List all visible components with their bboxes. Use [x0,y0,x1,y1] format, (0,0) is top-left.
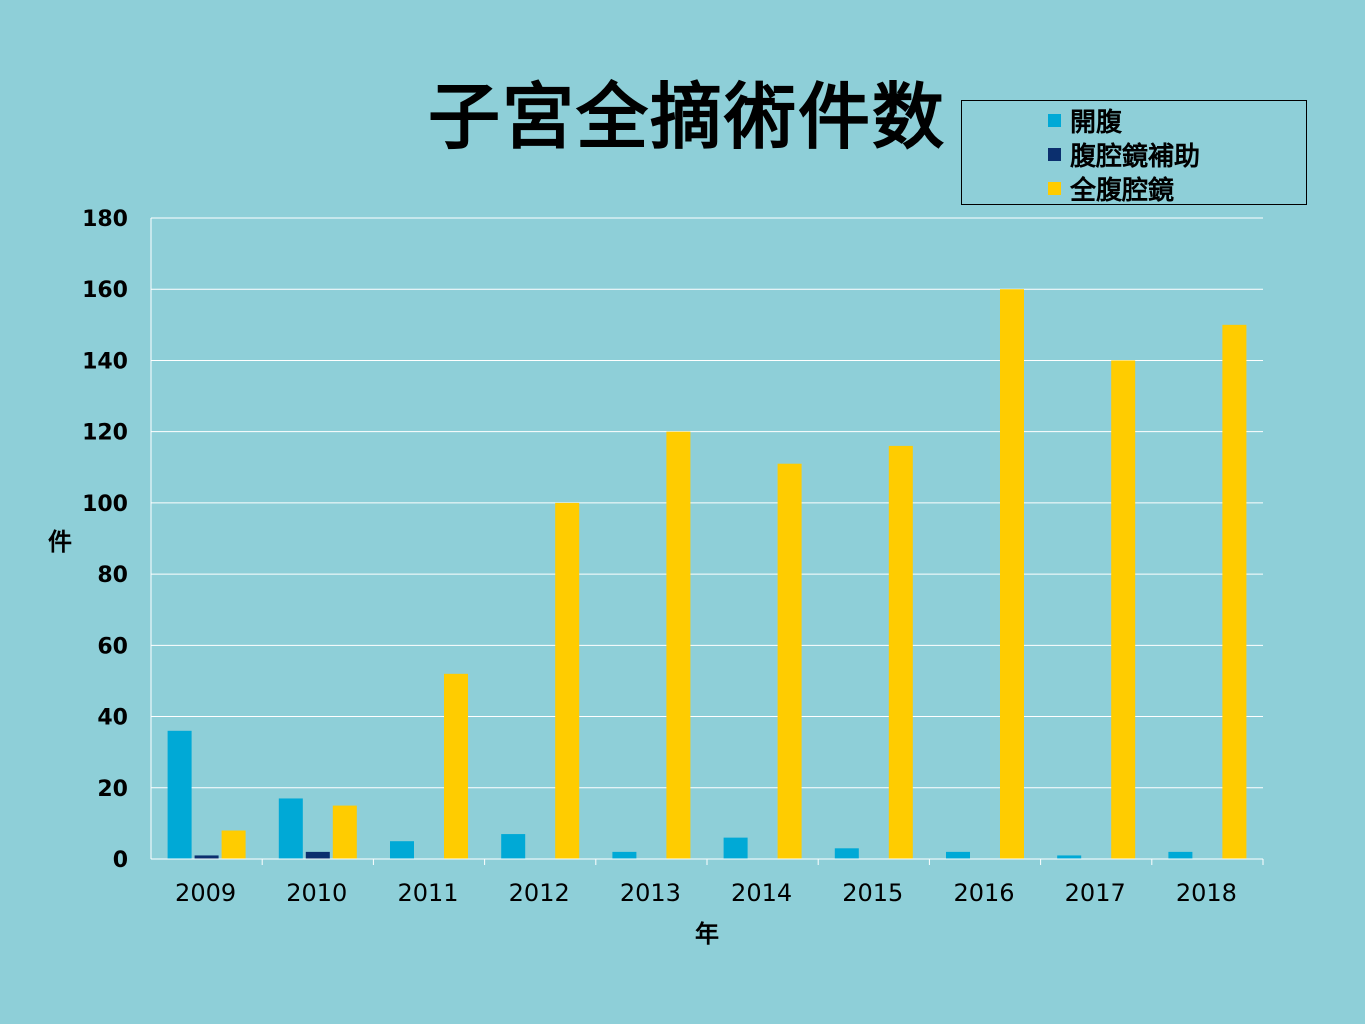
bar [221,830,246,859]
y-tick-label: 160 [82,278,128,303]
bar [888,445,913,859]
bar [777,463,802,859]
legend-item-open-surgery: 開腹 [1048,103,1123,138]
y-tick-label: 20 [97,777,128,802]
legend-item-laparoscopy-assisted: 腹腔鏡補助 [1048,137,1201,172]
grid-lines [151,217,1263,789]
x-tick-label: 2011 [397,879,458,907]
x-tick-label: 2018 [1176,879,1237,907]
x-tick-label: 2009 [175,879,236,907]
bar [194,855,219,859]
y-tick-label: 80 [97,563,128,588]
y-tick-label: 100 [82,492,128,517]
bar [1000,289,1024,859]
bar [167,730,192,859]
bar [834,848,859,859]
bar [555,502,580,859]
bar [390,841,414,859]
y-tick-label: 40 [97,706,128,731]
legend-item-total-laparoscopy: 全腹腔鏡 [1048,171,1175,206]
y-tick-label: 120 [82,421,128,446]
bar [666,431,691,859]
y-tick-label: 180 [82,207,128,232]
bar [946,851,970,859]
bar [305,851,330,859]
bar [278,798,303,859]
chart-title: 子宮全摘術件数 [428,75,947,159]
legend-swatch [1048,147,1061,161]
y-axis-label: 件 [48,528,72,556]
chart-legend: 開腹 腹腔鏡補助 全腹腔鏡 [961,100,1307,206]
bar [1168,851,1193,859]
y-tick-label: 140 [82,349,128,374]
x-axis-label: 年 [695,920,719,948]
bar [1057,855,1082,859]
bar [1111,360,1136,859]
y-tick-label: 0 [113,848,128,873]
x-tick-label: 2014 [731,879,792,907]
bar [612,851,637,859]
x-tick-label: 2015 [842,879,903,907]
bars [167,289,1247,859]
axes [150,218,1264,865]
x-tick-label: 2013 [620,879,681,907]
y-tick-label: 60 [97,634,128,659]
x-tick-label: 2010 [286,879,347,907]
legend-swatch [1048,113,1061,127]
bar [723,837,748,859]
legend-label: 開腹 [1070,107,1123,138]
legend-label: 腹腔鏡補助 [1070,141,1201,172]
bar [444,673,468,859]
legend-swatch [1048,181,1061,195]
bar [332,805,357,859]
x-tick-label: 2017 [1065,879,1126,907]
x-tick-label: 2016 [953,879,1014,907]
x-tick-label: 2012 [509,879,570,907]
tick-labels: 0 20 40 60 80 100 120 140 160 180 2009 2010 2011 2012… [82,207,1237,907]
legend-label: 全腹腔鏡 [1070,175,1175,206]
bar [501,834,526,859]
bar [1222,324,1247,859]
